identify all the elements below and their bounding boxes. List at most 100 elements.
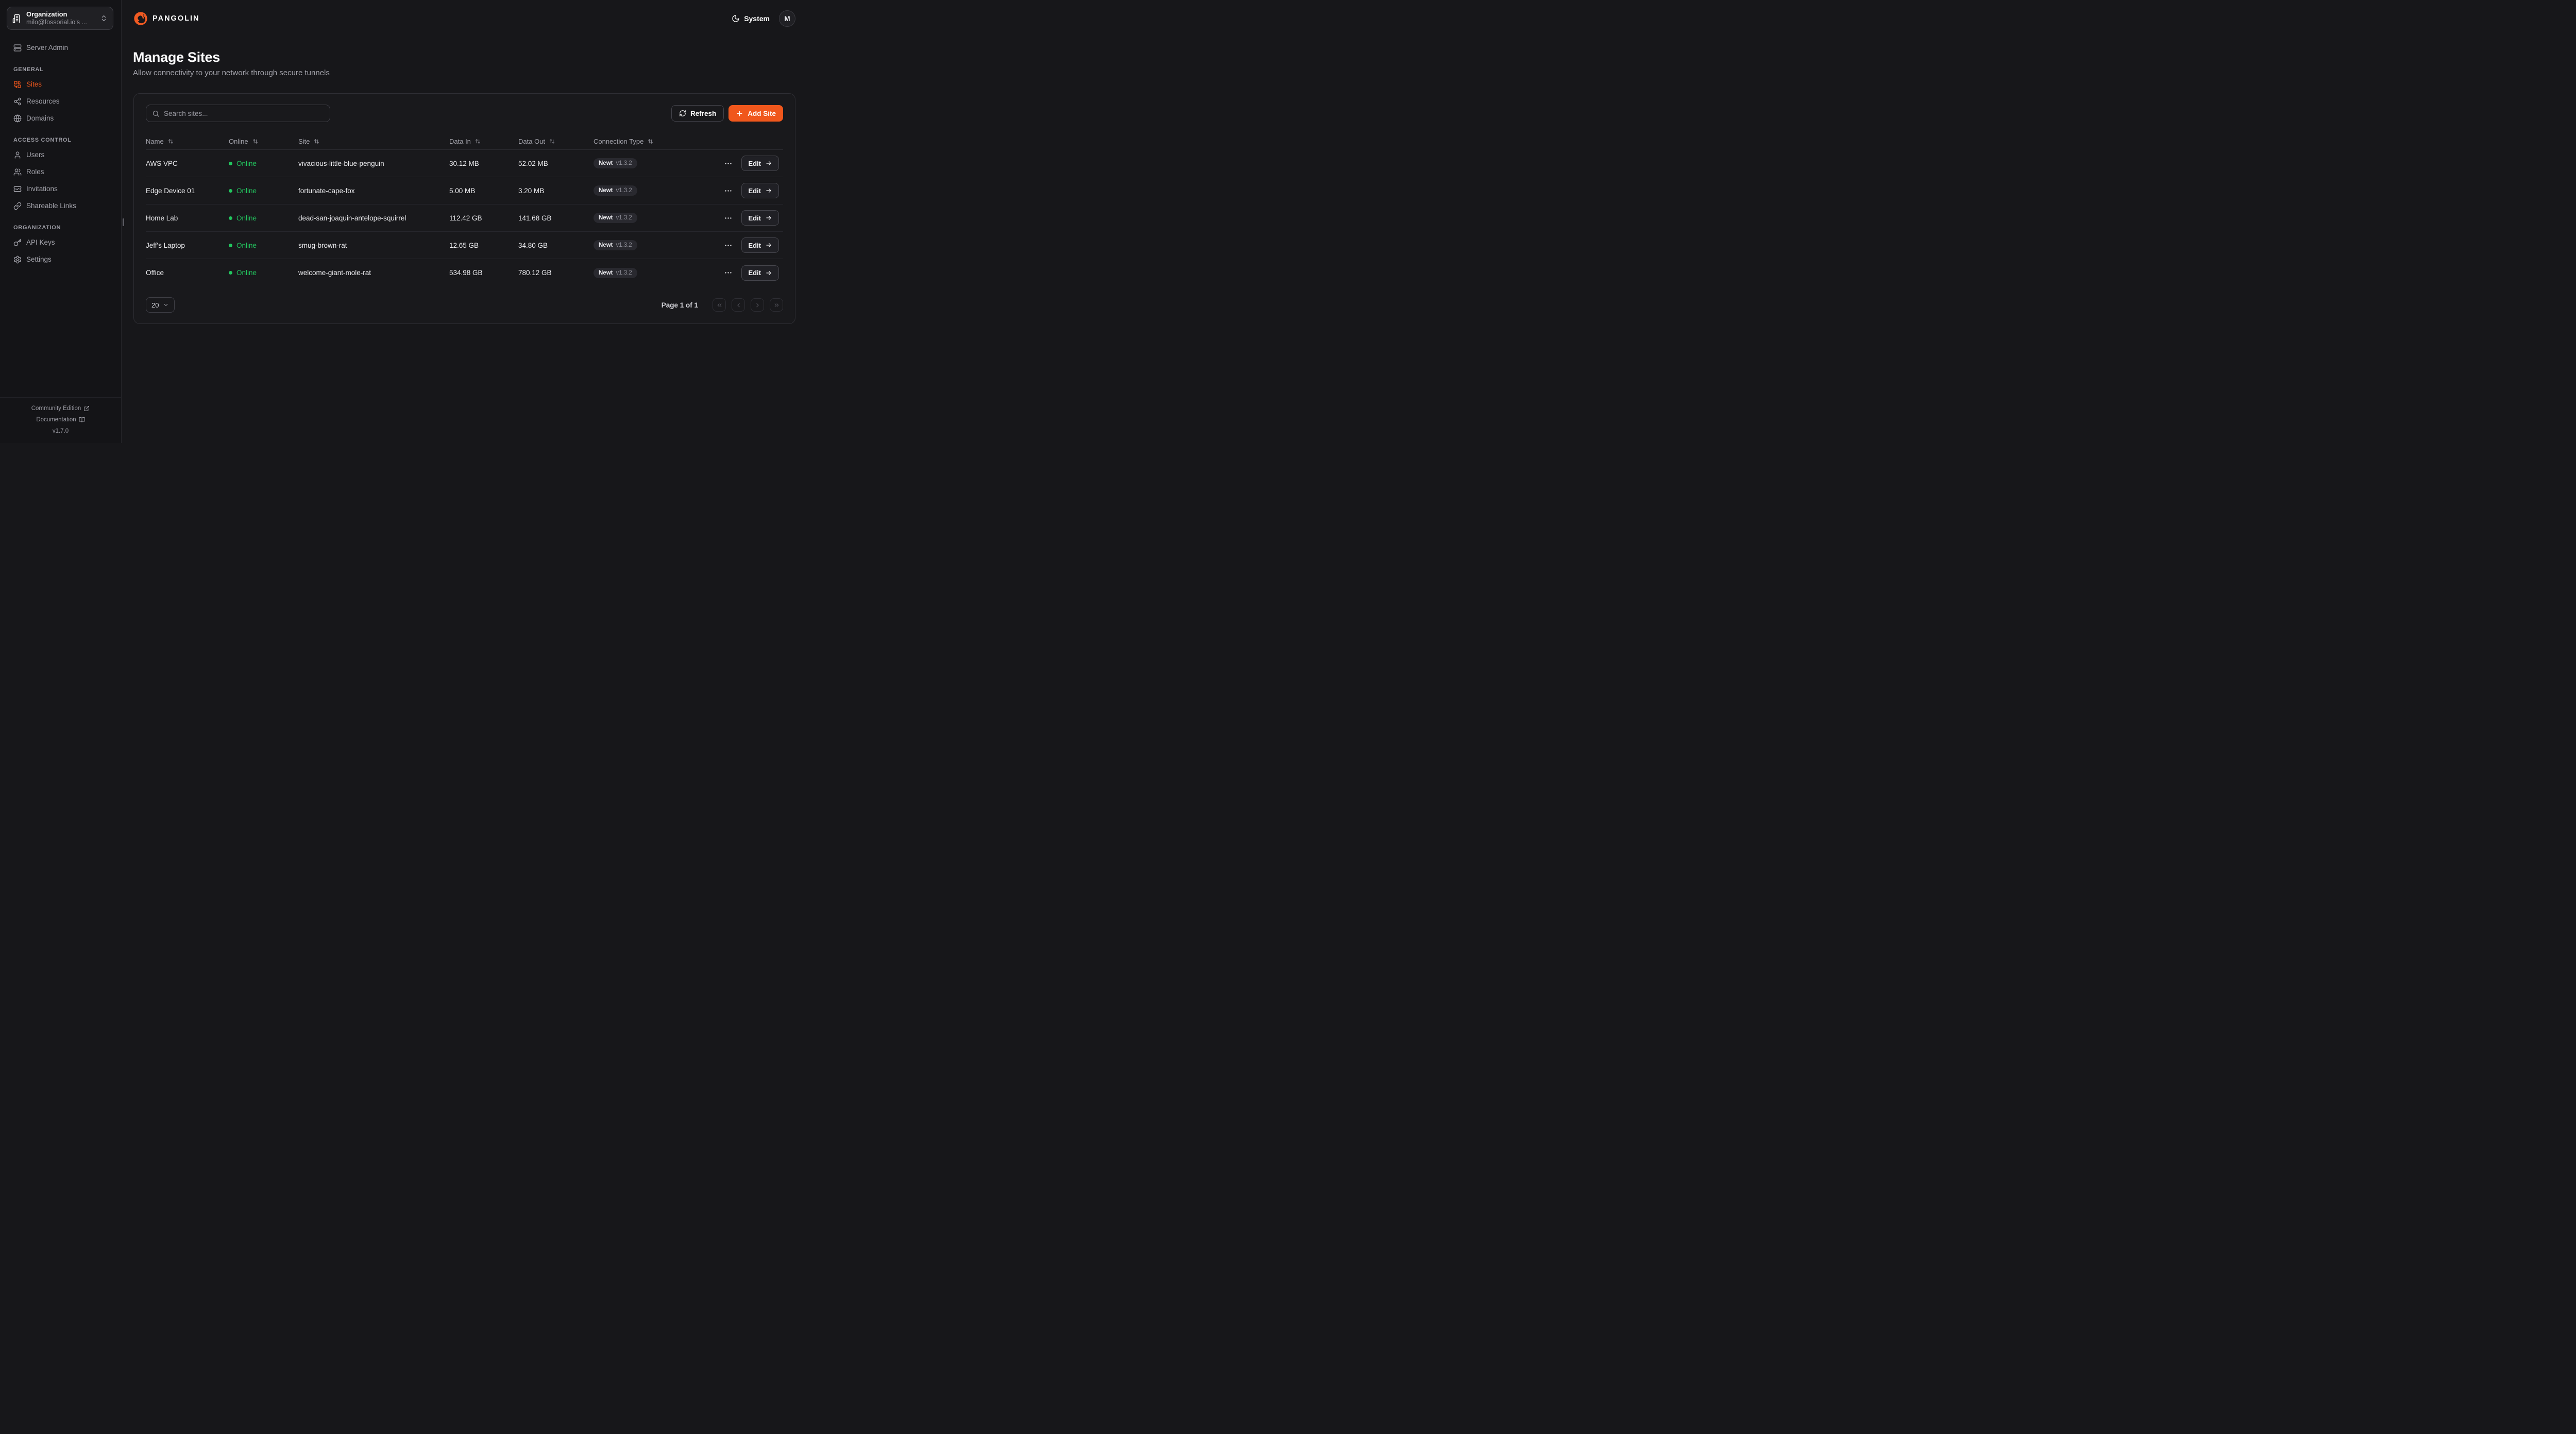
sort-icon [252,138,259,145]
column-label: Site [298,137,310,145]
documentation-link[interactable]: Documentation [0,414,121,425]
sort-icon [549,138,555,145]
chevron-down-icon [163,302,169,308]
sidebar-scrollbar-thumb[interactable] [123,218,124,226]
row-menu-button[interactable] [724,214,733,223]
online-status: Online [229,187,298,195]
pangolin-logo-icon [133,11,148,26]
sort-icon [474,138,481,145]
table-header-row: Name Online Site Data In Data Out [146,133,783,150]
page-size-select[interactable]: 20 [146,297,175,313]
column-label: Data In [449,137,471,145]
sidebar-item-domains[interactable]: Domains [13,110,114,127]
online-status: Online [229,214,298,222]
chevron-left-icon [735,302,742,309]
connection-version: v1.3.2 [616,269,632,276]
moon-icon [732,14,740,23]
column-header-connection-type[interactable]: Connection Type [594,138,708,145]
column-label: Connection Type [594,137,644,145]
first-page-button[interactable] [713,298,726,312]
sort-icon [647,138,654,145]
arrow-right-icon [765,242,772,249]
row-menu-button[interactable] [724,186,733,195]
chevrons-left-icon [716,302,723,309]
app: { "colors": { "accent": "#F0571C", "onli… [0,0,808,443]
community-edition-link[interactable]: Community Edition [0,403,121,414]
sidebar-item-settings[interactable]: Settings [13,251,114,268]
sidebar-item-shareable-links[interactable]: Shareable Links [13,197,114,214]
online-dot-icon [229,216,232,220]
edit-button[interactable]: Edit [741,156,779,171]
search-icon [152,110,160,117]
edit-button[interactable]: Edit [741,210,779,226]
sidebar-item-server-admin[interactable]: Server Admin [13,39,114,56]
edit-button[interactable]: Edit [741,265,779,281]
sidebar-item-users[interactable]: Users [13,146,114,163]
building-icon [12,14,22,23]
theme-toggle[interactable]: System [732,14,770,23]
data-out-value: 780.12 GB [518,269,552,277]
topbar-right: System M [732,10,795,27]
row-menu-button[interactable] [724,241,733,250]
org-selector-value: milo@fossorial.io's ... [26,19,87,26]
book-open-icon [79,417,85,423]
online-dot-icon [229,189,232,193]
online-dot-icon [229,271,232,275]
site-slug: dead-san-joaquin-antelope-squirrel [298,214,406,222]
page-status: Page 1 of 1 [661,301,698,309]
site-name: Home Lab [146,214,178,222]
row-menu-button[interactable] [724,268,733,277]
search-input[interactable] [164,109,324,117]
column-header-data-in[interactable]: Data In [449,138,518,145]
page-header: Manage Sites Allow connectivity to your … [122,27,808,78]
table-row: Office Online welcome-giant-mole-rat 534… [146,259,783,286]
sidebar-item-label: API Keys [26,238,55,246]
site-slug: fortunate-cape-fox [298,186,355,195]
sites-icon [13,80,22,89]
column-header-site[interactable]: Site [298,138,449,145]
data-in-value: 534.98 GB [449,269,483,277]
sidebar-item-sites[interactable]: Sites [13,76,114,93]
brand-logo[interactable]: PANGOLIN [133,11,199,26]
edit-label: Edit [748,159,761,167]
column-header-data-out[interactable]: Data Out [518,138,594,145]
column-header-online[interactable]: Online [229,138,298,145]
row-menu-button[interactable] [724,159,733,168]
arrow-right-icon [765,214,772,221]
community-edition-label: Community Edition [31,405,81,412]
refresh-button[interactable]: Refresh [671,105,724,122]
edit-button[interactable]: Edit [741,183,779,198]
link-icon [13,202,22,210]
sidebar: Organization milo@fossorial.io's ... Ser… [0,0,122,443]
page-size-value: 20 [151,301,159,309]
site-slug: welcome-giant-mole-rat [298,269,371,277]
sidebar-item-label: Invitations [26,185,58,193]
plus-icon [736,110,743,117]
edit-button[interactable]: Edit [741,237,779,253]
table-row: Home Lab Online dead-san-joaquin-antelop… [146,204,783,232]
column-header-name[interactable]: Name [146,138,229,145]
avatar[interactable]: M [779,10,795,27]
prev-page-button[interactable] [732,298,745,312]
edit-label: Edit [748,186,761,195]
add-site-button[interactable]: Add Site [728,105,783,122]
row-actions: Edit [708,265,783,281]
table-row: Jeff's Laptop Online smug-brown-rat 12.6… [146,232,783,259]
share-nodes-icon [13,97,22,106]
data-in-value: 30.12 MB [449,159,479,167]
last-page-button[interactable] [770,298,783,312]
search-box [146,105,330,122]
sidebar-item-api-keys[interactable]: API Keys [13,234,114,251]
pager-buttons [713,298,783,312]
connection-type-badge: Newt v1.3.2 [594,267,637,278]
sidebar-item-roles[interactable]: Roles [13,163,114,180]
site-name: Edge Device 01 [146,186,195,195]
next-page-button[interactable] [751,298,764,312]
org-selector[interactable]: Organization milo@fossorial.io's ... [7,7,113,30]
sidebar-item-resources[interactable]: Resources [13,93,114,110]
data-in-value: 12.65 GB [449,241,479,249]
row-actions: Edit [708,237,783,253]
site-name: Office [146,269,164,277]
data-out-value: 141.68 GB [518,214,552,222]
sidebar-item-invitations[interactable]: Invitations [13,180,114,197]
